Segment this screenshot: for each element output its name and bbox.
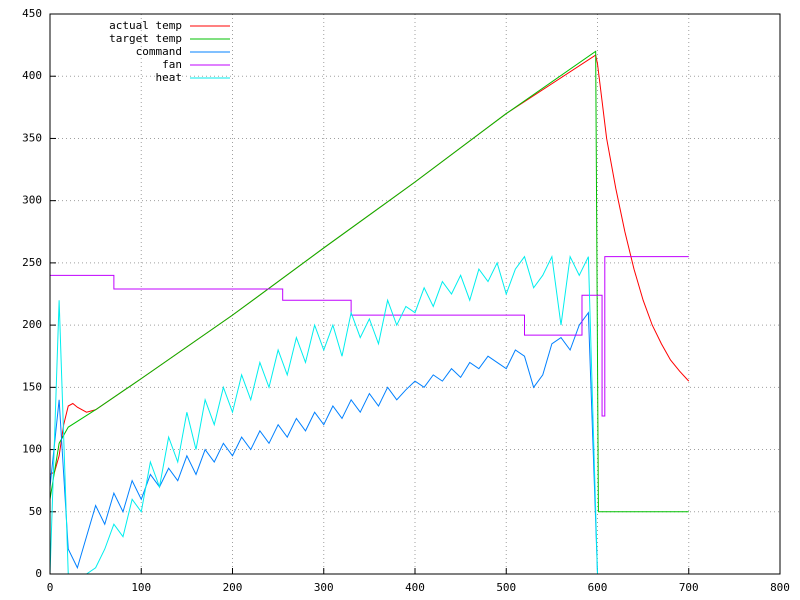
y-tick-label: 300 xyxy=(22,194,42,207)
series-line xyxy=(49,50,689,513)
legend-label: heat xyxy=(156,71,183,84)
x-tick-label: 700 xyxy=(679,581,699,594)
y-tick-label: 100 xyxy=(22,443,42,456)
x-tick-label: 200 xyxy=(223,581,243,594)
legend-label: fan xyxy=(162,58,182,71)
x-tick-label: 600 xyxy=(588,581,608,594)
legend-label: command xyxy=(136,45,182,58)
y-tick-label: 50 xyxy=(29,505,42,518)
series-line xyxy=(49,311,598,575)
legend-label: target temp xyxy=(109,32,182,45)
x-tick-label: 100 xyxy=(131,581,151,594)
x-tick-label: 0 xyxy=(47,581,54,594)
y-tick-label: 150 xyxy=(22,380,42,393)
y-tick-label: 200 xyxy=(22,318,42,331)
x-tick-label: 800 xyxy=(770,581,790,594)
x-tick-label: 400 xyxy=(405,581,425,594)
y-tick-label: 350 xyxy=(22,131,42,144)
x-tick-label: 500 xyxy=(496,581,516,594)
series-line xyxy=(49,254,598,575)
y-tick-label: 0 xyxy=(35,567,42,580)
plot-border xyxy=(49,13,781,575)
y-tick-label: 400 xyxy=(22,69,42,82)
legend-label: actual temp xyxy=(109,19,182,32)
x-tick-label: 300 xyxy=(314,581,334,594)
y-tick-label: 250 xyxy=(22,256,42,269)
series-line xyxy=(50,256,689,417)
y-tick-label: 450 xyxy=(22,7,42,20)
